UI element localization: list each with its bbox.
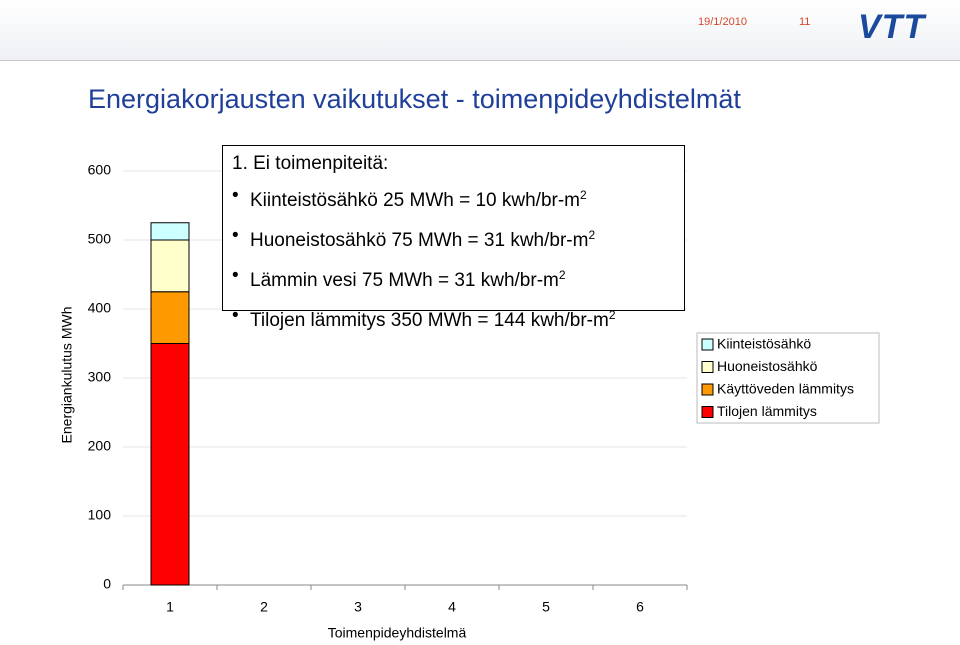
legend-label: Käyttöveden lämmitys	[717, 381, 854, 397]
callout-item: Kiinteistösähkö 25 MWh = 10 kwh/br-m2	[232, 178, 684, 218]
legend-swatch	[701, 406, 714, 418]
legend-swatch	[701, 361, 714, 373]
callout-text: Lämmin vesi 75 MWh = 31 kwh/br-m	[250, 270, 559, 291]
y-axis-title: Energiankulutus MWh	[59, 307, 75, 444]
x-tick-label: 4	[448, 599, 456, 615]
y-tick-label: 400	[88, 300, 112, 316]
bar-segment	[150, 343, 190, 586]
legend-swatch	[701, 338, 714, 351]
slide-title: Energiakorjausten vaikutukset - toimenpi…	[88, 84, 741, 114]
y-tick-label: 0	[103, 576, 111, 592]
header-bar: 19/1/2010 11 VTT	[0, 0, 960, 61]
callout-text: Tilojen lämmitys 350 MWh = 144 kwh/br-m	[250, 310, 609, 331]
callout-item: Lämmin vesi 75 MWh = 31 kwh/br-m2	[232, 258, 684, 298]
y-tick-label: 200	[88, 438, 112, 454]
y-tick-label: 100	[88, 507, 112, 523]
x-axis-title: Toimenpideyhdistelmä	[328, 625, 467, 641]
callout-text: Kiinteistösähkö 25 MWh = 10 kwh/br-m	[250, 190, 580, 211]
logo: VTT	[858, 8, 926, 46]
x-tick-label: 6	[636, 599, 644, 615]
x-tick-label: 5	[542, 599, 550, 615]
legend-swatch	[701, 383, 714, 396]
date: 19/1/2010	[698, 16, 747, 28]
y-tick-label: 500	[88, 231, 112, 247]
legend-box	[696, 332, 880, 424]
callout-list: Kiinteistösähkö 25 MWh = 10 kwh/br-m2Huo…	[232, 178, 684, 338]
superscript: 2	[608, 308, 616, 322]
page-number: 11	[799, 16, 811, 28]
superscript: 2	[588, 228, 596, 242]
callout-text: Huoneistosähkö 75 MWh = 31 kwh/br-m	[250, 230, 589, 251]
callout-box: 1. Ei toimenpiteitä: Kiinteistösähkö 25 …	[222, 145, 685, 333]
bar-segment	[150, 222, 190, 241]
bar-segment	[150, 291, 190, 344]
superscript: 2	[580, 188, 587, 202]
x-tick-label: 1	[166, 599, 174, 615]
callout-item: Tilojen lämmitys 350 MWh = 144 kwh/br-m2	[232, 298, 684, 338]
y-tick-label: 300	[88, 369, 112, 385]
y-tick-label: 600	[88, 162, 112, 178]
legend-label: Tilojen lämmitys	[717, 403, 817, 419]
x-tick-label: 3	[354, 599, 362, 615]
legend-label: Huoneistosähkö	[717, 358, 818, 374]
x-tick-label: 2	[260, 599, 268, 615]
callout-heading: 1. Ei toimenpiteitä:	[232, 153, 389, 174]
superscript: 2	[558, 268, 566, 282]
legend-label: Kiinteistösähkö	[717, 336, 811, 352]
bar-segment	[150, 239, 190, 293]
callout-item: Huoneistosähkö 75 MWh = 31 kwh/br-m2	[232, 218, 684, 258]
